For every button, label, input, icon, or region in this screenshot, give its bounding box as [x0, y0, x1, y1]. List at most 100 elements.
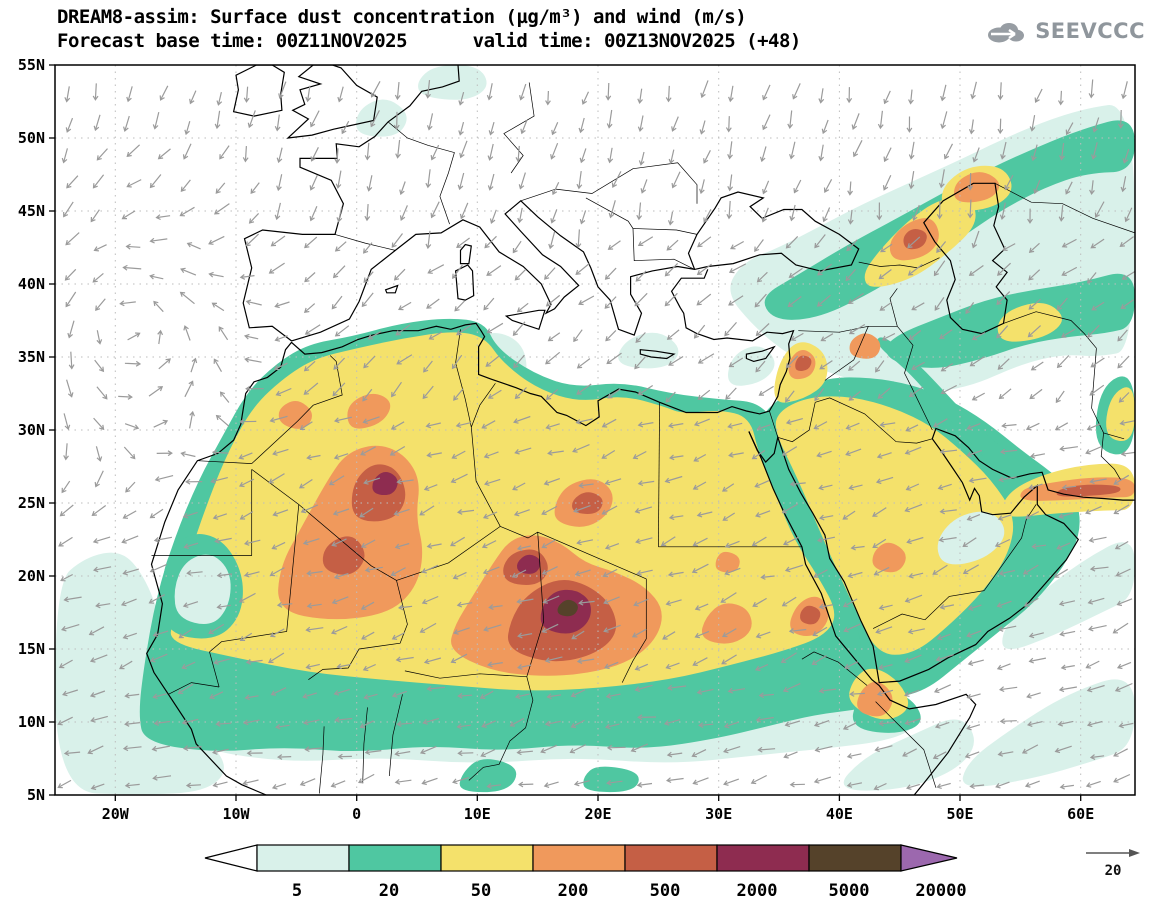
country-border [362, 707, 368, 784]
lon-tick-label: 10E [464, 805, 491, 823]
country-border [209, 504, 300, 653]
lon-tick-label: 20W [102, 805, 130, 823]
country-border [526, 532, 545, 677]
logo-text: SEEVCCC [1035, 19, 1145, 43]
dust-region-w [517, 554, 541, 574]
coastline [923, 182, 1008, 335]
wind-arrow-layer [57, 79, 1135, 791]
dust-region-o [715, 551, 740, 573]
dust-region-o [701, 603, 752, 644]
coastline [748, 427, 1135, 684]
country-border [983, 504, 1037, 591]
country-border [658, 402, 660, 547]
title-block: DREAM8-assim: Surface dust concentration… [57, 5, 801, 53]
dust-region-w [372, 471, 398, 496]
lat-tick-label: 10N [18, 713, 45, 731]
axis-ticks: 5N 10N 15N 20N 25N 30N 35N 40N 45N 50N 55N 20W 10W 0 1… [18, 56, 1094, 823]
country-border [470, 383, 496, 428]
dust-region-o [872, 542, 906, 573]
seevccc-logo: SEEVCCC [982, 16, 1145, 46]
country-border [387, 121, 455, 225]
dust-region-t [583, 766, 639, 793]
country-border [1100, 432, 1121, 480]
dust-region-b [572, 492, 603, 514]
country-border [396, 526, 501, 581]
dust-region-c [355, 99, 407, 137]
dust-region-c [962, 679, 1135, 787]
coastline [745, 345, 776, 363]
coastline [242, 65, 460, 342]
dust-region-b [800, 605, 821, 625]
coastline [748, 431, 977, 795]
dust-region-t [877, 337, 1035, 489]
country-border [334, 234, 396, 251]
country-border [308, 580, 408, 680]
lat-tick-label: 25N [18, 494, 45, 512]
colorbar [204, 844, 958, 872]
wind-reference: 20 [1086, 849, 1140, 879]
country-border [520, 162, 698, 204]
dust-region-c [418, 65, 487, 100]
country-border [621, 578, 647, 683]
country-border [1003, 311, 1097, 349]
country-border [801, 651, 868, 686]
colorbar-label-1: 20 [379, 881, 399, 901]
country-border [872, 590, 985, 629]
lat-tick-label: 5N [27, 786, 45, 804]
cloud-logo-icon [988, 23, 1025, 43]
colorbar-label-0: 5 [292, 881, 302, 901]
dust-region-o [347, 393, 391, 429]
dust-region-c [843, 719, 974, 791]
colorbar-label-2: 50 [471, 881, 491, 901]
title-line-1: DREAM8-assim: Surface dust concentration… [57, 6, 747, 28]
wind-reference-arrowhead [1129, 849, 1140, 857]
lat-tick-label: 30N [18, 421, 45, 439]
country-border [197, 460, 252, 464]
lat-tick-label: 45N [18, 202, 45, 220]
dust-region-y [775, 396, 1014, 655]
dust-region-o [278, 401, 312, 429]
dust-region-n [557, 599, 578, 617]
country-border [875, 701, 937, 788]
country-border [251, 355, 343, 464]
lon-tick-label: 50E [946, 805, 973, 823]
coastline [232, 65, 285, 117]
country-border [168, 682, 220, 695]
lon-tick-label: 40E [826, 805, 853, 823]
country-border [1091, 348, 1125, 440]
lon-tick-label: 0 [352, 805, 361, 823]
dust-region-c [1002, 542, 1135, 650]
coastline-layer [146, 65, 1135, 795]
dust-fill-layer [55, 65, 1135, 795]
dust-region-o [954, 172, 1000, 203]
dust-region-c [937, 511, 1005, 565]
lat-tick-label: 20N [18, 567, 45, 585]
coastline [286, 65, 378, 139]
colorbar-cell-1 [348, 844, 442, 872]
colorbar-cell-2 [440, 844, 534, 872]
dust-region-y [1106, 387, 1135, 442]
dust-region-b [795, 355, 812, 371]
country-border [889, 288, 898, 327]
coastline [504, 309, 546, 331]
country-border [824, 326, 869, 381]
colorbar-right-arrow [900, 844, 958, 872]
colorbar-cell-5 [716, 844, 810, 872]
wind-reference-label: 20 [1105, 863, 1122, 879]
coastline [146, 269, 795, 795]
country-border [897, 326, 933, 431]
dust-region-y [997, 303, 1062, 342]
coastline [454, 264, 475, 301]
lon-tick-label: 60E [1067, 805, 1094, 823]
colorbar-labels: 5 20 50 200 500 2000 5000 20000 [292, 881, 967, 901]
colorbar-label-4: 500 [650, 881, 681, 901]
colorbar-label-3: 200 [558, 881, 589, 901]
dust-region-b [1056, 484, 1121, 497]
country-border [209, 651, 220, 688]
country-border [769, 402, 816, 443]
colorbar-label-5: 2000 [737, 881, 778, 901]
country-border [455, 329, 472, 428]
colorbar-cell-0 [256, 844, 350, 872]
